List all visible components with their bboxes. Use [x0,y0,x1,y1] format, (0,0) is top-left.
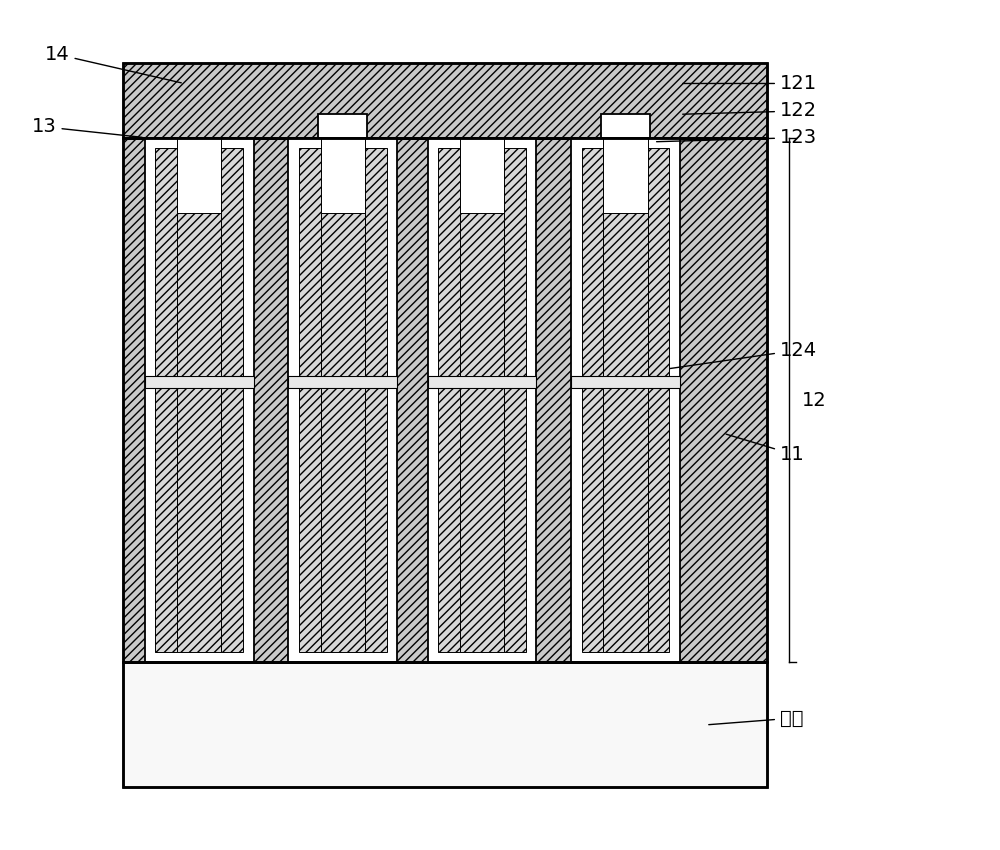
Bar [145,376,254,388]
Bar [123,138,767,662]
Bar [177,138,221,212]
Bar [123,63,767,138]
Text: 121: 121 [683,74,817,93]
Bar [571,376,680,388]
Bar [321,212,365,376]
Bar [504,148,526,653]
Bar [299,148,321,653]
Bar [365,148,387,653]
Bar [648,148,669,653]
Bar [603,138,648,212]
Bar [582,148,603,653]
Bar [123,63,767,138]
Bar [288,138,397,662]
Text: 13: 13 [32,117,142,138]
Text: 123: 123 [657,128,817,147]
Bar [460,388,504,653]
Bar [460,212,504,376]
Bar [428,376,536,388]
Bar [428,138,536,662]
Text: 122: 122 [683,101,817,121]
Bar [145,138,254,662]
Text: 衬底: 衬底 [709,709,803,728]
Bar [288,376,397,388]
Text: 12: 12 [802,390,826,410]
Bar [123,662,767,787]
Bar [318,114,367,138]
Bar [603,212,648,376]
Bar [321,388,365,653]
Bar [221,148,243,653]
Text: 11: 11 [726,434,805,463]
Text: 14: 14 [45,45,181,82]
Bar [601,114,650,138]
Bar [321,138,365,212]
Bar [155,148,177,653]
Bar [123,138,767,662]
Bar [123,662,767,787]
Bar [460,138,504,212]
Bar [603,388,648,653]
Text: 124: 124 [657,341,817,371]
Bar [177,388,221,653]
Bar [177,212,221,376]
Bar [438,148,460,653]
Bar [571,138,680,662]
